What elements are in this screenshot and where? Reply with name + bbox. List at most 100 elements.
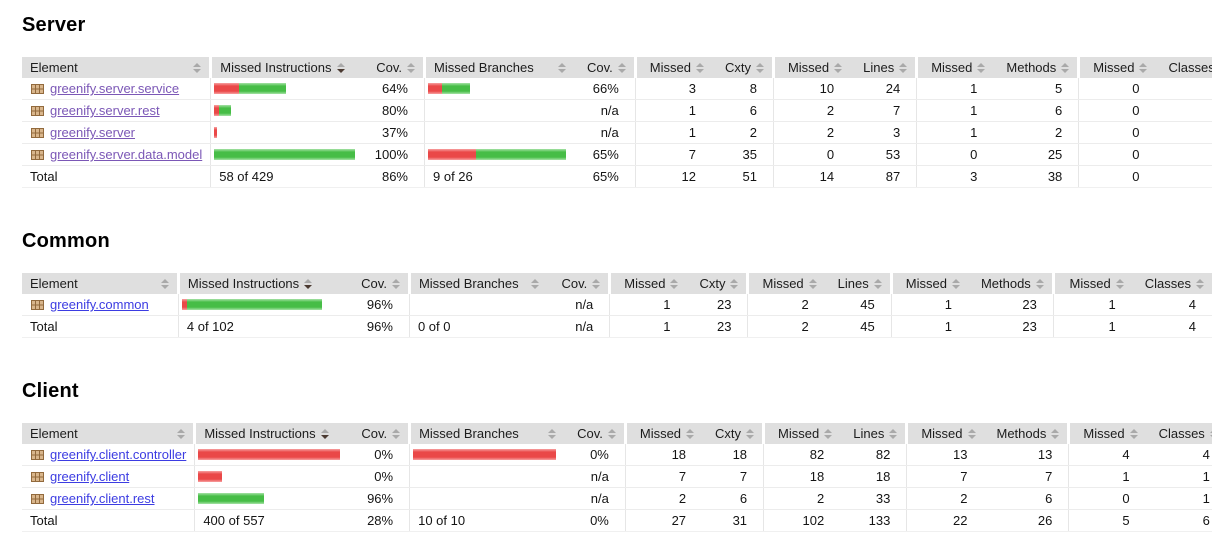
missed-methods-cell: 1 [916,78,994,100]
total-methods-cell: 23 [967,315,1054,338]
package-link[interactable]: greenify.server [50,125,136,140]
total-row: Total 400 of 557 28% 10 of 10 0% 27 31 102 133 22… [22,509,1212,532]
cxty-cell: 6 [702,487,765,510]
total-instr-cov-cell: 96% [343,315,410,338]
col-header-label: Cxty [699,276,726,291]
col-header-lines[interactable]: Lines [840,423,909,444]
col-header-missed[interactable]: Missed [916,57,994,78]
element-cell: greenify.client.rest [22,487,196,510]
classes-cell: 4 [1131,294,1212,316]
package-link[interactable]: greenify.server.service [50,81,180,96]
package-row: greenify.client.rest 96% n/a 2 6 2 33 2 6 0 1 [22,487,1212,510]
col-header-cov-[interactable]: Cov. [574,57,637,78]
col-header-label: Lines [837,276,869,291]
sort-toggle-icon [1115,278,1124,289]
col-header-cov-[interactable]: Cov. [564,423,627,444]
package-link[interactable]: greenify.server.rest [50,103,160,118]
col-header-missed[interactable]: Missed [763,423,841,444]
sort-toggle-icon [889,428,898,439]
methods-cell: 2 [993,121,1080,144]
col-header-cov-[interactable]: Cov. [363,57,427,78]
total-missed-lines-cell: 14 [773,165,851,188]
col-header-classes[interactable]: Classes [1155,57,1212,78]
package-link[interactable]: greenify.client.rest [50,491,155,506]
package-link[interactable]: greenify.client [50,469,130,484]
col-header-missed-instructions[interactable]: Missed Instructions [178,273,344,294]
col-header-missed-branches[interactable]: Missed Branches [409,273,548,294]
col-header-missed[interactable]: Missed [635,57,712,78]
classes-cell: 1 [1145,465,1212,488]
col-header-label: Cov. [561,276,588,291]
col-header-lines[interactable]: Lines [824,273,893,294]
col-header-element[interactable]: Element [22,423,197,444]
section-title-common: Common [22,230,110,252]
col-header-missed[interactable]: Missed [609,273,687,294]
lines-cell: 7 [850,99,918,122]
col-header-missed[interactable]: Missed [1053,273,1132,294]
col-header-label: Element [30,60,78,75]
col-header-label: Cov. [361,276,387,291]
missed-lines-cell: 18 [763,465,841,488]
total-missed-classes-cell: 0 [1078,165,1156,188]
sort-toggle-icon [177,428,186,439]
col-header-missed[interactable]: Missed [747,273,825,294]
col-header-missed-instructions[interactable]: Missed Instructions [194,423,349,444]
branch-bar-cell [424,143,574,166]
missed-methods-cell: 1 [916,99,994,122]
col-header-cov-[interactable]: Cov. [547,273,612,294]
col-header-missed-branches[interactable]: Missed Branches [424,57,574,78]
col-header-cxty[interactable]: Cxty [702,423,766,444]
section-title-server: Server [22,14,86,36]
col-header-missed[interactable]: Missed [1078,57,1156,78]
sort-toggle-icon [392,428,401,439]
sort-toggle-icon [686,428,695,439]
col-header-missed[interactable]: Missed [625,423,703,444]
coverage-table-server: Element Missed Instructions Cov. Missed Bra… [22,57,1212,188]
col-header-cov-[interactable]: Cov. [348,423,412,444]
total-branch-cov-cell: n/a [547,315,611,338]
col-header-missed[interactable]: Missed [906,423,984,444]
col-header-cov-[interactable]: Cov. [343,273,411,294]
col-header-label: Missed [921,426,963,441]
col-header-label: Lines [863,60,895,75]
missed-methods-cell: 1 [916,121,994,144]
col-header-cxty[interactable]: Cxty [711,57,775,78]
col-header-element[interactable]: Element [22,273,180,294]
total-missed-methods-cell: 3 [916,165,994,188]
sort-toggle-icon [967,428,976,439]
lines-cell: 3 [850,121,918,144]
col-header-missed-branches[interactable]: Missed Branches [409,423,565,444]
package-link[interactable]: greenify.client.controller [50,447,187,462]
col-header-missed-instructions[interactable]: Missed Instructions [210,57,364,78]
total-missed-classes-cell: 5 [1068,509,1146,532]
instr-cov-cell: 0% [348,465,411,488]
package-icon [31,494,44,504]
col-header-missed[interactable]: Missed [891,273,968,294]
section-title-client: Client [22,380,79,402]
col-header-classes[interactable]: Classes [1145,423,1212,444]
package-link[interactable]: greenify.common [50,297,149,312]
bar-covered-segment [219,105,232,116]
sort-toggle-icon [548,428,557,439]
total-cxty-cell: 23 [686,315,749,338]
sort-toggle-icon [1129,428,1138,439]
col-header-classes[interactable]: Classes [1131,273,1212,294]
package-link[interactable]: greenify.server.data.model [50,147,203,162]
col-header-lines[interactable]: Lines [850,57,919,78]
sort-toggle-icon [824,428,833,439]
missed-methods-cell: 2 [906,487,984,510]
col-header-element[interactable]: Element [22,57,213,78]
col-header-label: Cov. [587,60,613,75]
branch-bar-cell [424,78,574,100]
col-header-cxty[interactable]: Cxty [686,273,750,294]
col-header-methods[interactable]: Methods [983,423,1071,444]
branch-bar-cell [409,487,565,510]
col-header-missed[interactable]: Missed [1068,423,1146,444]
sort-toggle-icon [730,278,739,289]
col-header-missed[interactable]: Missed [773,57,851,78]
col-header-methods[interactable]: Methods [967,273,1055,294]
missed-cxty-cell: 1 [609,294,687,316]
missed-classes-cell: 4 [1068,444,1146,466]
col-header-methods[interactable]: Methods [993,57,1081,78]
